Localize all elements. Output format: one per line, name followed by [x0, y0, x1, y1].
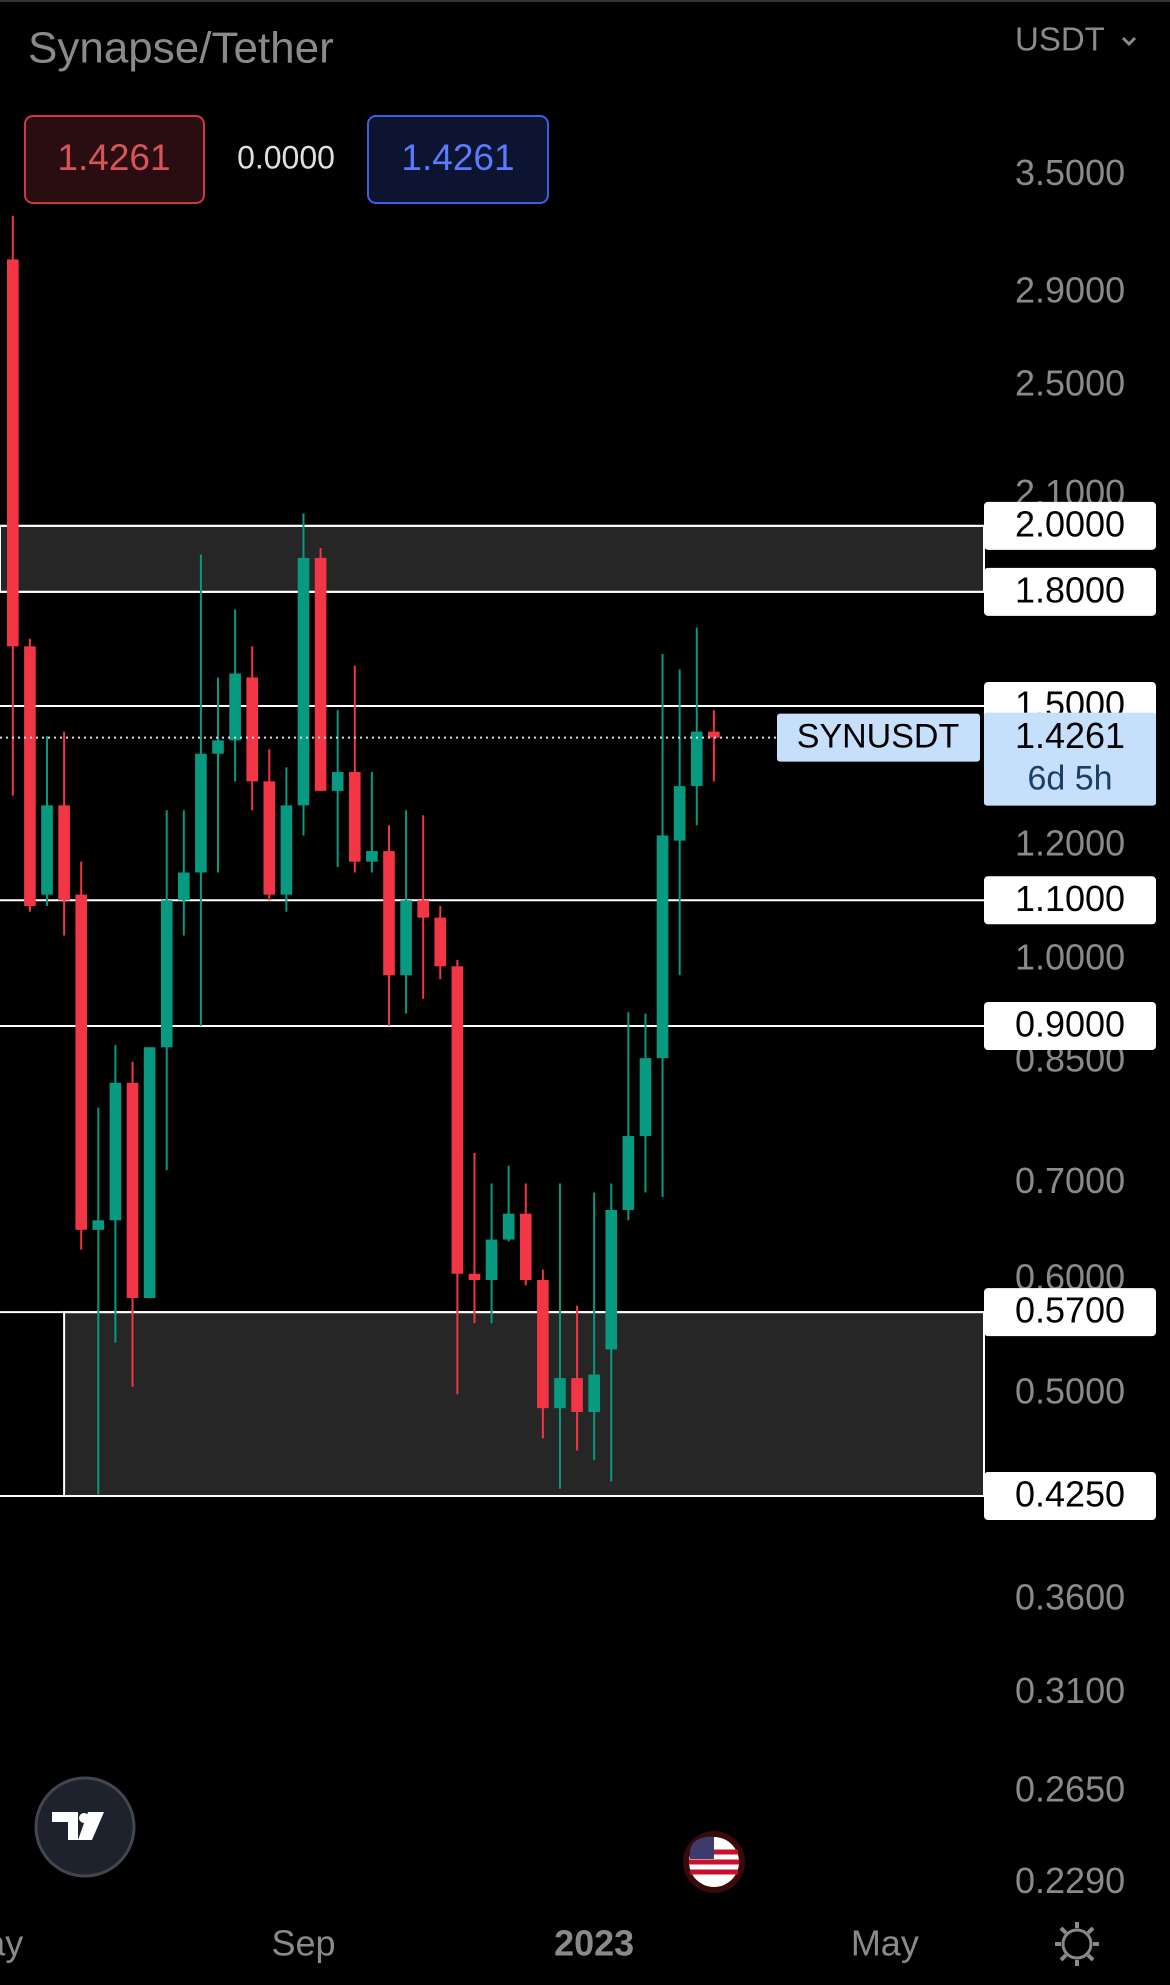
candle-body [75, 894, 88, 1230]
zone [63, 1311, 985, 1498]
x-tick-label: May [851, 1923, 919, 1964]
x-tick-label: 2023 [554, 1923, 634, 1964]
candle-body [280, 805, 293, 895]
y-tick-label: 2.9000 [1015, 270, 1125, 311]
x-tick-label: ay [0, 1923, 23, 1964]
candle-body [588, 1374, 600, 1413]
candle-body [160, 900, 173, 1048]
symbol-title: Synapse/Tether [28, 24, 334, 73]
last-price-box [984, 712, 1156, 806]
flag-canton [689, 1836, 714, 1859]
spread: 0.0000 [237, 139, 335, 175]
currency-selector[interactable]: USDT [1015, 21, 1137, 58]
candle-body [554, 1378, 566, 1409]
candle-body [41, 805, 53, 895]
settings-button[interactable] [1055, 1922, 1099, 1966]
candle-body [126, 1082, 139, 1299]
level-box [984, 1002, 1156, 1051]
candle-body [656, 835, 669, 1059]
level-box [984, 876, 1156, 925]
candle-body [605, 1209, 618, 1350]
sell-price: 1.4261 [57, 137, 170, 178]
level-box [984, 1472, 1156, 1521]
y-tick-label: 2.5000 [1015, 363, 1125, 404]
level-label: 0.9000 [1015, 1004, 1125, 1045]
x-tick-label: Sep [271, 1923, 335, 1964]
candle-body [708, 731, 720, 738]
candle-body [297, 557, 310, 806]
candle-body [314, 557, 327, 791]
symbol-label: SYNUSDT [797, 718, 959, 756]
candle-body [263, 781, 276, 895]
candle-body [246, 677, 259, 782]
y-tick-label: 1.0000 [1015, 937, 1125, 978]
level-label: 0.5700 [1015, 1290, 1125, 1331]
candle-body [537, 1280, 549, 1409]
candle-body [24, 646, 36, 907]
y-tick-label: 0.2650 [1015, 1768, 1125, 1809]
tradingview-logo[interactable] [34, 1776, 136, 1878]
candle-body [7, 259, 19, 647]
level-box [984, 501, 1156, 550]
candle-body [417, 900, 429, 918]
candle-body [366, 851, 378, 862]
level-label: 2.0000 [1015, 503, 1125, 544]
level-label: 1.8000 [1015, 569, 1125, 610]
y-tick-label: 0.3100 [1015, 1670, 1125, 1711]
chevron [1121, 36, 1137, 47]
buy-price: 1.4261 [401, 137, 514, 178]
sell-box [24, 115, 205, 204]
candle-body [622, 1136, 635, 1210]
candle-body [58, 805, 70, 901]
currency: USDT [1015, 21, 1105, 58]
last-price-label: 1.4261 [1015, 715, 1125, 756]
candle-body [400, 900, 412, 976]
candle-body [195, 753, 207, 873]
y-tick-label: 0.2290 [1015, 1860, 1125, 1901]
symbol-box [777, 713, 980, 762]
candle-body [212, 740, 224, 754]
candle-body [348, 772, 361, 862]
plot-area: 3.50002.90002.50002.10001.20001.00000.85… [0, 152, 1156, 1964]
logo-mark [52, 1812, 104, 1840]
level-box [984, 567, 1156, 616]
candle-body [690, 731, 703, 787]
y-tick-label: 0.7000 [1015, 1160, 1125, 1201]
y-tick-label: 0.3600 [1015, 1577, 1125, 1618]
level-label: 1.1000 [1015, 878, 1125, 919]
overlay: Synapse/Tether USDT 1.4261 0.0000 1.4261 [24, 21, 1137, 1966]
zone [0, 524, 985, 593]
candle-body [331, 772, 344, 791]
logo-dot [79, 1813, 89, 1823]
candle-body [229, 673, 241, 741]
gear-teeth [1055, 1922, 1099, 1966]
candle-body [92, 1220, 105, 1230]
y-tick-label: 1.2000 [1015, 822, 1125, 863]
candle-body [451, 966, 464, 1274]
candle-body [485, 1239, 498, 1281]
buy-box [367, 115, 549, 204]
countdown: 6d 5h [1027, 760, 1112, 798]
candle-body [519, 1213, 532, 1281]
level-label: 0.4250 [1015, 1474, 1125, 1515]
y-tick-label: 3.5000 [1015, 152, 1125, 193]
flag-button[interactable] [683, 1831, 745, 1893]
candle-body [468, 1273, 481, 1281]
buy-button[interactable]: 1.4261 [367, 115, 549, 204]
candle-body [383, 851, 395, 976]
sell-button[interactable]: 1.4261 [24, 115, 205, 204]
candle-body [434, 917, 447, 967]
level-box [984, 1288, 1156, 1337]
y-tick-label: 0.5000 [1015, 1371, 1125, 1412]
candle-body [143, 1047, 156, 1299]
candle-body [673, 786, 686, 841]
gear-ring [1061, 1928, 1093, 1960]
candle-body [571, 1378, 583, 1413]
candle-body [639, 1058, 652, 1137]
candle-body [502, 1213, 515, 1240]
candle-body [109, 1082, 122, 1221]
candle-body [177, 872, 190, 901]
